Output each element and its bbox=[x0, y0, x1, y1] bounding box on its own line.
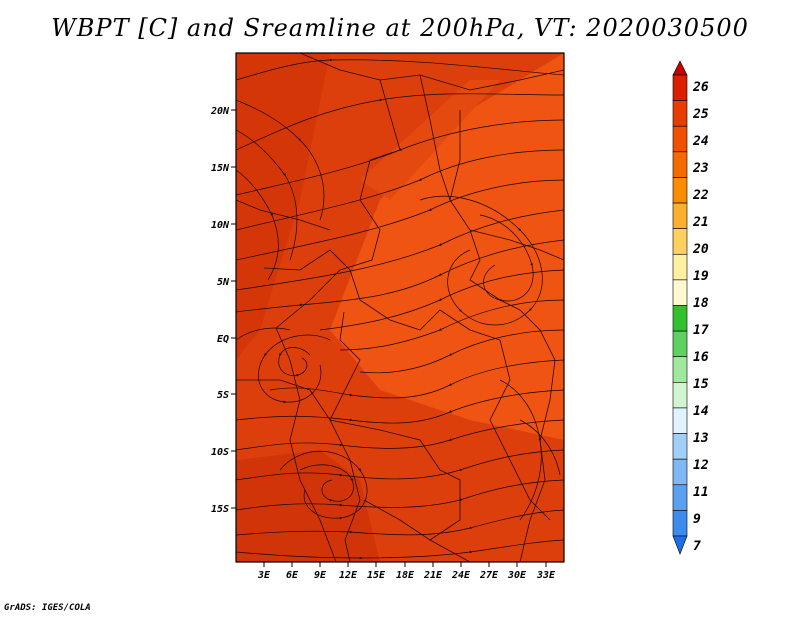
colorbar-swatch bbox=[672, 253, 688, 281]
colorbar-swatch bbox=[672, 484, 688, 511]
svg-text:24E: 24E bbox=[451, 570, 471, 581]
lon-tick: 30E bbox=[507, 562, 527, 581]
lat-tick: 10N bbox=[211, 220, 236, 231]
lon-axis: 3E 6E 9E 12E 15E 18E 21E 24E 27E 30E 33E bbox=[257, 562, 556, 581]
colorbar-swatch bbox=[672, 228, 688, 255]
colorbar-swatch bbox=[672, 407, 688, 434]
lon-tick: 18E bbox=[396, 562, 415, 581]
colorbar-swatch bbox=[672, 151, 688, 178]
colorbar-top-arrow bbox=[672, 60, 688, 76]
colorbar-label: 11 bbox=[693, 485, 709, 500]
svg-text:15N: 15N bbox=[211, 163, 230, 174]
streamlines bbox=[236, 58, 564, 560]
svg-text:21E: 21E bbox=[423, 570, 443, 581]
colorbar-swatch bbox=[672, 330, 688, 358]
lon-tick: 33E bbox=[536, 562, 556, 581]
colorbar-label: 7 bbox=[693, 539, 701, 554]
colorbar-label: 13 bbox=[693, 431, 709, 446]
lon-tick: 12E bbox=[339, 562, 358, 581]
colorbar-label: 18 bbox=[693, 296, 709, 311]
plot-frame bbox=[235, 52, 565, 563]
lon-tick: 6E bbox=[286, 562, 299, 581]
colorbar-label: 14 bbox=[693, 404, 709, 419]
svg-text:10N: 10N bbox=[211, 220, 230, 231]
svg-text:5N: 5N bbox=[217, 277, 230, 288]
map-title: WBPT [C] and Sreamline at 200hPa, VT: 20… bbox=[51, 14, 749, 42]
svg-text:5S: 5S bbox=[217, 390, 229, 401]
colorbar-label: 24 bbox=[692, 134, 709, 149]
colorbar-swatch bbox=[672, 279, 688, 306]
svg-text:EQ: EQ bbox=[217, 334, 229, 345]
svg-text:3E: 3E bbox=[257, 570, 271, 581]
lat-tick: EQ bbox=[217, 334, 236, 345]
svg-text:15E: 15E bbox=[367, 570, 386, 581]
lat-tick: 10S bbox=[211, 447, 236, 458]
svg-text:18E: 18E bbox=[396, 570, 415, 581]
svg-text:10S: 10S bbox=[211, 447, 229, 458]
colorbar-label: 21 bbox=[692, 215, 709, 230]
colorbar-swatch bbox=[672, 382, 688, 409]
lat-tick: 5N bbox=[217, 277, 236, 288]
lat-axis: 20N 15N 10N 5N EQ 5S 10S 15S bbox=[210, 106, 236, 515]
lat-tick: 15S bbox=[211, 504, 236, 515]
colorbar-label: 17 bbox=[693, 323, 709, 338]
svg-text:12E: 12E bbox=[339, 570, 358, 581]
wbpt-field-darker-west bbox=[236, 53, 330, 360]
wbpt-field-bright-band bbox=[360, 80, 500, 200]
lon-tick: 3E bbox=[257, 562, 271, 581]
colorbar-swatch bbox=[672, 356, 688, 383]
lat-tick: 20N bbox=[210, 106, 236, 117]
colorbar-label: 12 bbox=[693, 458, 709, 473]
lon-tick: 24E bbox=[451, 562, 471, 581]
svg-text:6E: 6E bbox=[286, 570, 299, 581]
svg-text:27E: 27E bbox=[479, 570, 499, 581]
colorbar-swatch bbox=[672, 100, 688, 127]
lat-tick: 15N bbox=[211, 163, 236, 174]
lon-tick: 27E bbox=[479, 562, 499, 581]
svg-text:30E: 30E bbox=[507, 570, 527, 581]
colorbar-label: 26 bbox=[692, 80, 709, 95]
colorbar-label: 19 bbox=[693, 269, 709, 284]
svg-text:33E: 33E bbox=[536, 570, 556, 581]
svg-text:20N: 20N bbox=[210, 106, 230, 117]
grads-credit: GrADS: IGES/COLA bbox=[4, 603, 91, 613]
wbpt-field-bright-region bbox=[330, 53, 564, 440]
colorbar-swatch bbox=[672, 74, 688, 101]
colorbar-swatch bbox=[672, 458, 688, 486]
colorbar-swatch bbox=[672, 202, 688, 229]
colorbar-swatch bbox=[672, 125, 688, 153]
colorbar-label: 25 bbox=[692, 107, 709, 122]
colorbar-label: 15 bbox=[693, 377, 709, 392]
lon-tick: 21E bbox=[423, 562, 443, 581]
svg-text:9E: 9E bbox=[314, 570, 327, 581]
colorbar-bottom-arrow bbox=[672, 535, 688, 555]
colorbar-swatch bbox=[672, 433, 688, 460]
colorbar-swatch bbox=[672, 305, 688, 332]
colorbar-label: 9 bbox=[693, 512, 701, 527]
colorbar-label: 16 bbox=[693, 350, 709, 365]
svg-text:15S: 15S bbox=[211, 504, 229, 515]
plot-area bbox=[236, 53, 564, 562]
lat-tick: 5S bbox=[217, 390, 236, 401]
colorbar-swatch bbox=[672, 510, 688, 537]
colorbar-label: 20 bbox=[692, 242, 709, 257]
lon-tick: 9E bbox=[314, 562, 327, 581]
colorbar: 26 25 24 23 22 21 20 19 18 17 16 15 14 13 12 11 9 7 bbox=[672, 60, 709, 555]
lon-tick: 15E bbox=[367, 562, 386, 581]
colorbar-label: 22 bbox=[692, 188, 709, 203]
colorbar-swatch bbox=[672, 177, 688, 204]
colorbar-label: 23 bbox=[692, 161, 709, 176]
